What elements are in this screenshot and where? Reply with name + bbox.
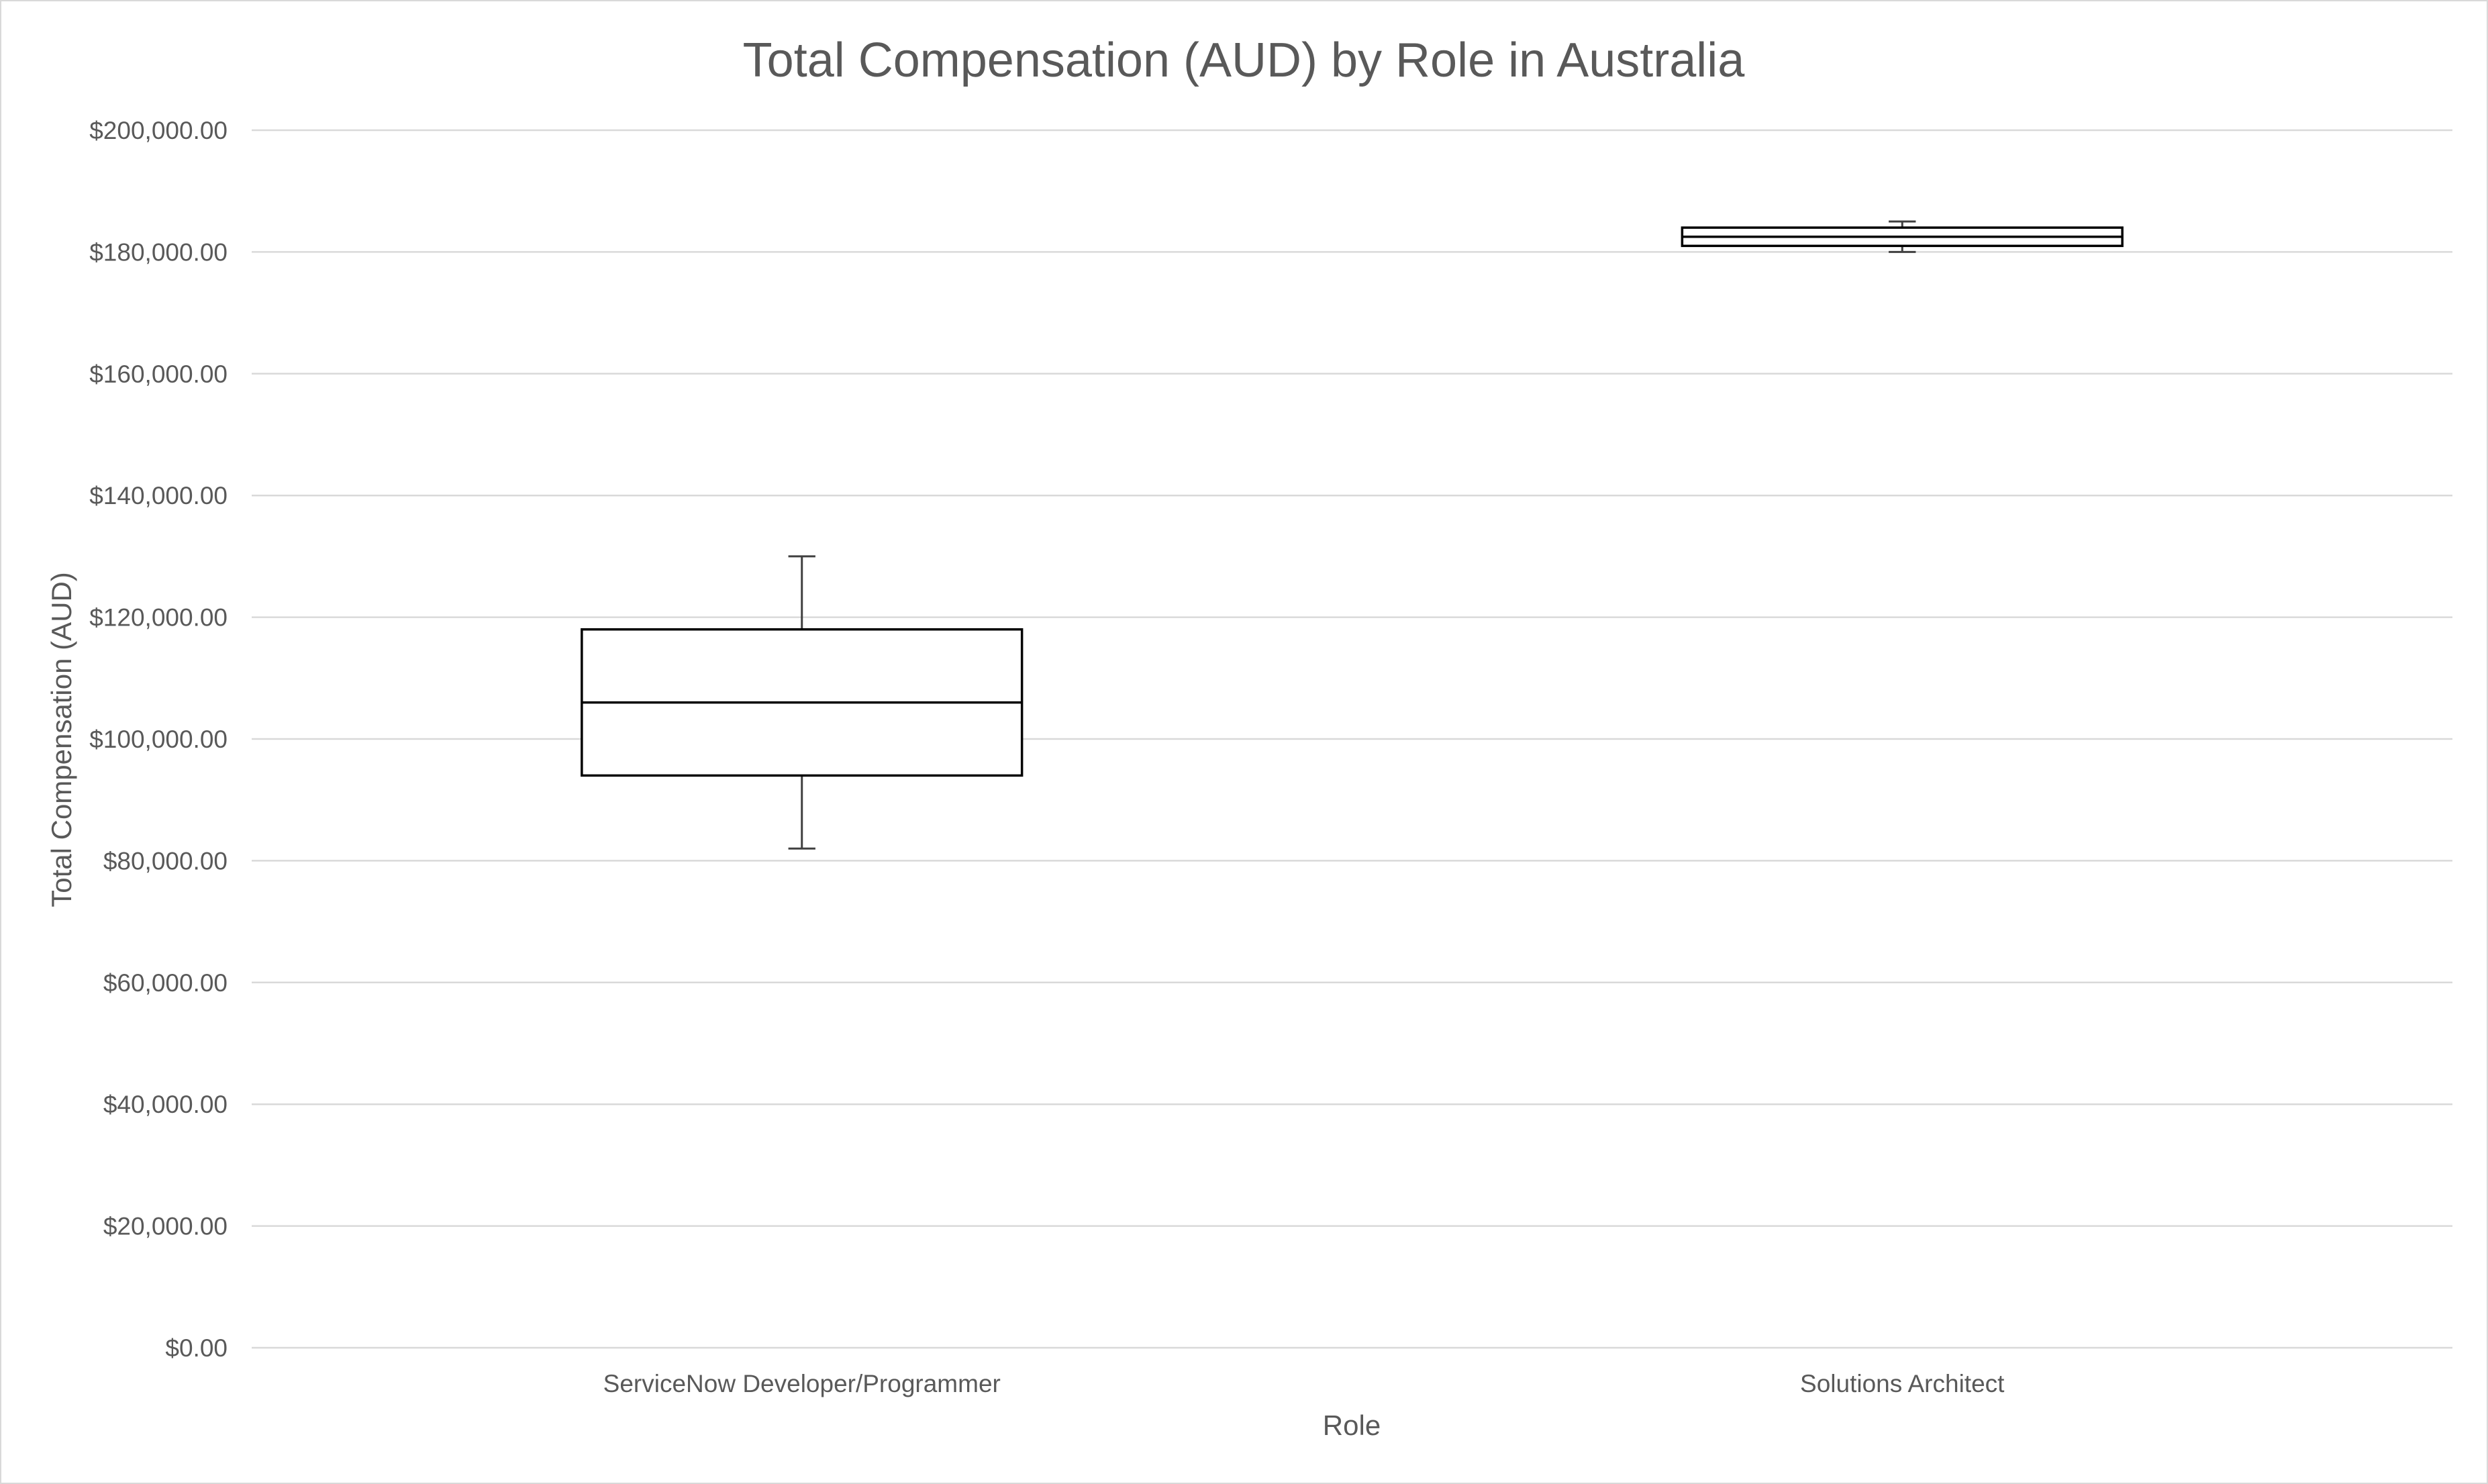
box-plot-item xyxy=(581,555,1024,850)
y-tick-label: $100,000.00 xyxy=(89,726,228,753)
box-plot-item xyxy=(1681,220,2124,253)
y-tick-label: $200,000.00 xyxy=(89,117,228,144)
y-tick-label: $80,000.00 xyxy=(103,847,228,875)
y-tick-label: $160,000.00 xyxy=(89,360,228,388)
y-tick-label: $20,000.00 xyxy=(103,1213,228,1240)
x-tick-label: Solutions Architect xyxy=(1800,1370,2005,1397)
x-axis-tick-labels: ServiceNow Developer/Programmer Solutions… xyxy=(603,1370,2005,1397)
x-tick-label: ServiceNow Developer/Programmer xyxy=(603,1370,1001,1397)
box-series xyxy=(581,220,2124,850)
chart-title: Total Compensation (AUD) by Role in Aust… xyxy=(743,34,1746,87)
y-axis-tick-labels: $0.00 $20,000.00 $40,000.00 $60,000.00 $80,0… xyxy=(89,117,228,1362)
x-axis-title: Role xyxy=(1323,1409,1381,1441)
y-tick-label: $120,000.00 xyxy=(89,604,228,632)
y-axis-title: Total Compensation (AUD) xyxy=(46,572,77,907)
y-tick-label: $140,000.00 xyxy=(89,482,228,509)
y-tick-label: $40,000.00 xyxy=(103,1091,228,1118)
y-tick-label: $0.00 xyxy=(165,1334,228,1362)
y-tick-label: $180,000.00 xyxy=(89,238,228,266)
y-tick-label: $60,000.00 xyxy=(103,969,228,997)
